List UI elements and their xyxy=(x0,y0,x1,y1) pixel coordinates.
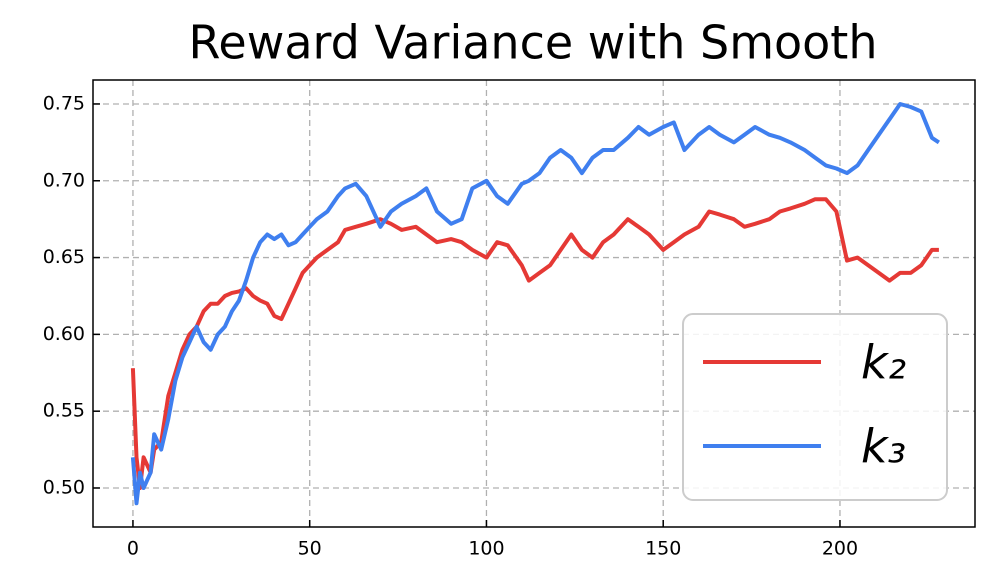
y-tick-label: 0.60 xyxy=(43,323,85,345)
chart-title: Reward Variance with Smooth xyxy=(189,16,878,70)
legend-label: k₂ xyxy=(861,336,906,390)
x-tick-label: 150 xyxy=(645,538,681,560)
x-tick-label: 50 xyxy=(298,538,322,560)
legend-box xyxy=(682,313,948,501)
legend-label: k₃ xyxy=(861,420,906,474)
y-tick-label: 0.75 xyxy=(43,92,85,114)
x-tick-label: 200 xyxy=(822,538,858,560)
x-tick-label: 0 xyxy=(127,538,139,560)
y-tick-label: 0.65 xyxy=(43,246,85,268)
y-tick-label: 0.70 xyxy=(43,169,85,191)
line-series xyxy=(130,197,939,490)
x-tick-label: 100 xyxy=(468,538,504,560)
y-tick-label: 0.55 xyxy=(43,400,85,422)
line-series xyxy=(130,102,940,506)
plot-frame xyxy=(92,79,976,528)
y-tick-label: 0.50 xyxy=(43,476,85,498)
